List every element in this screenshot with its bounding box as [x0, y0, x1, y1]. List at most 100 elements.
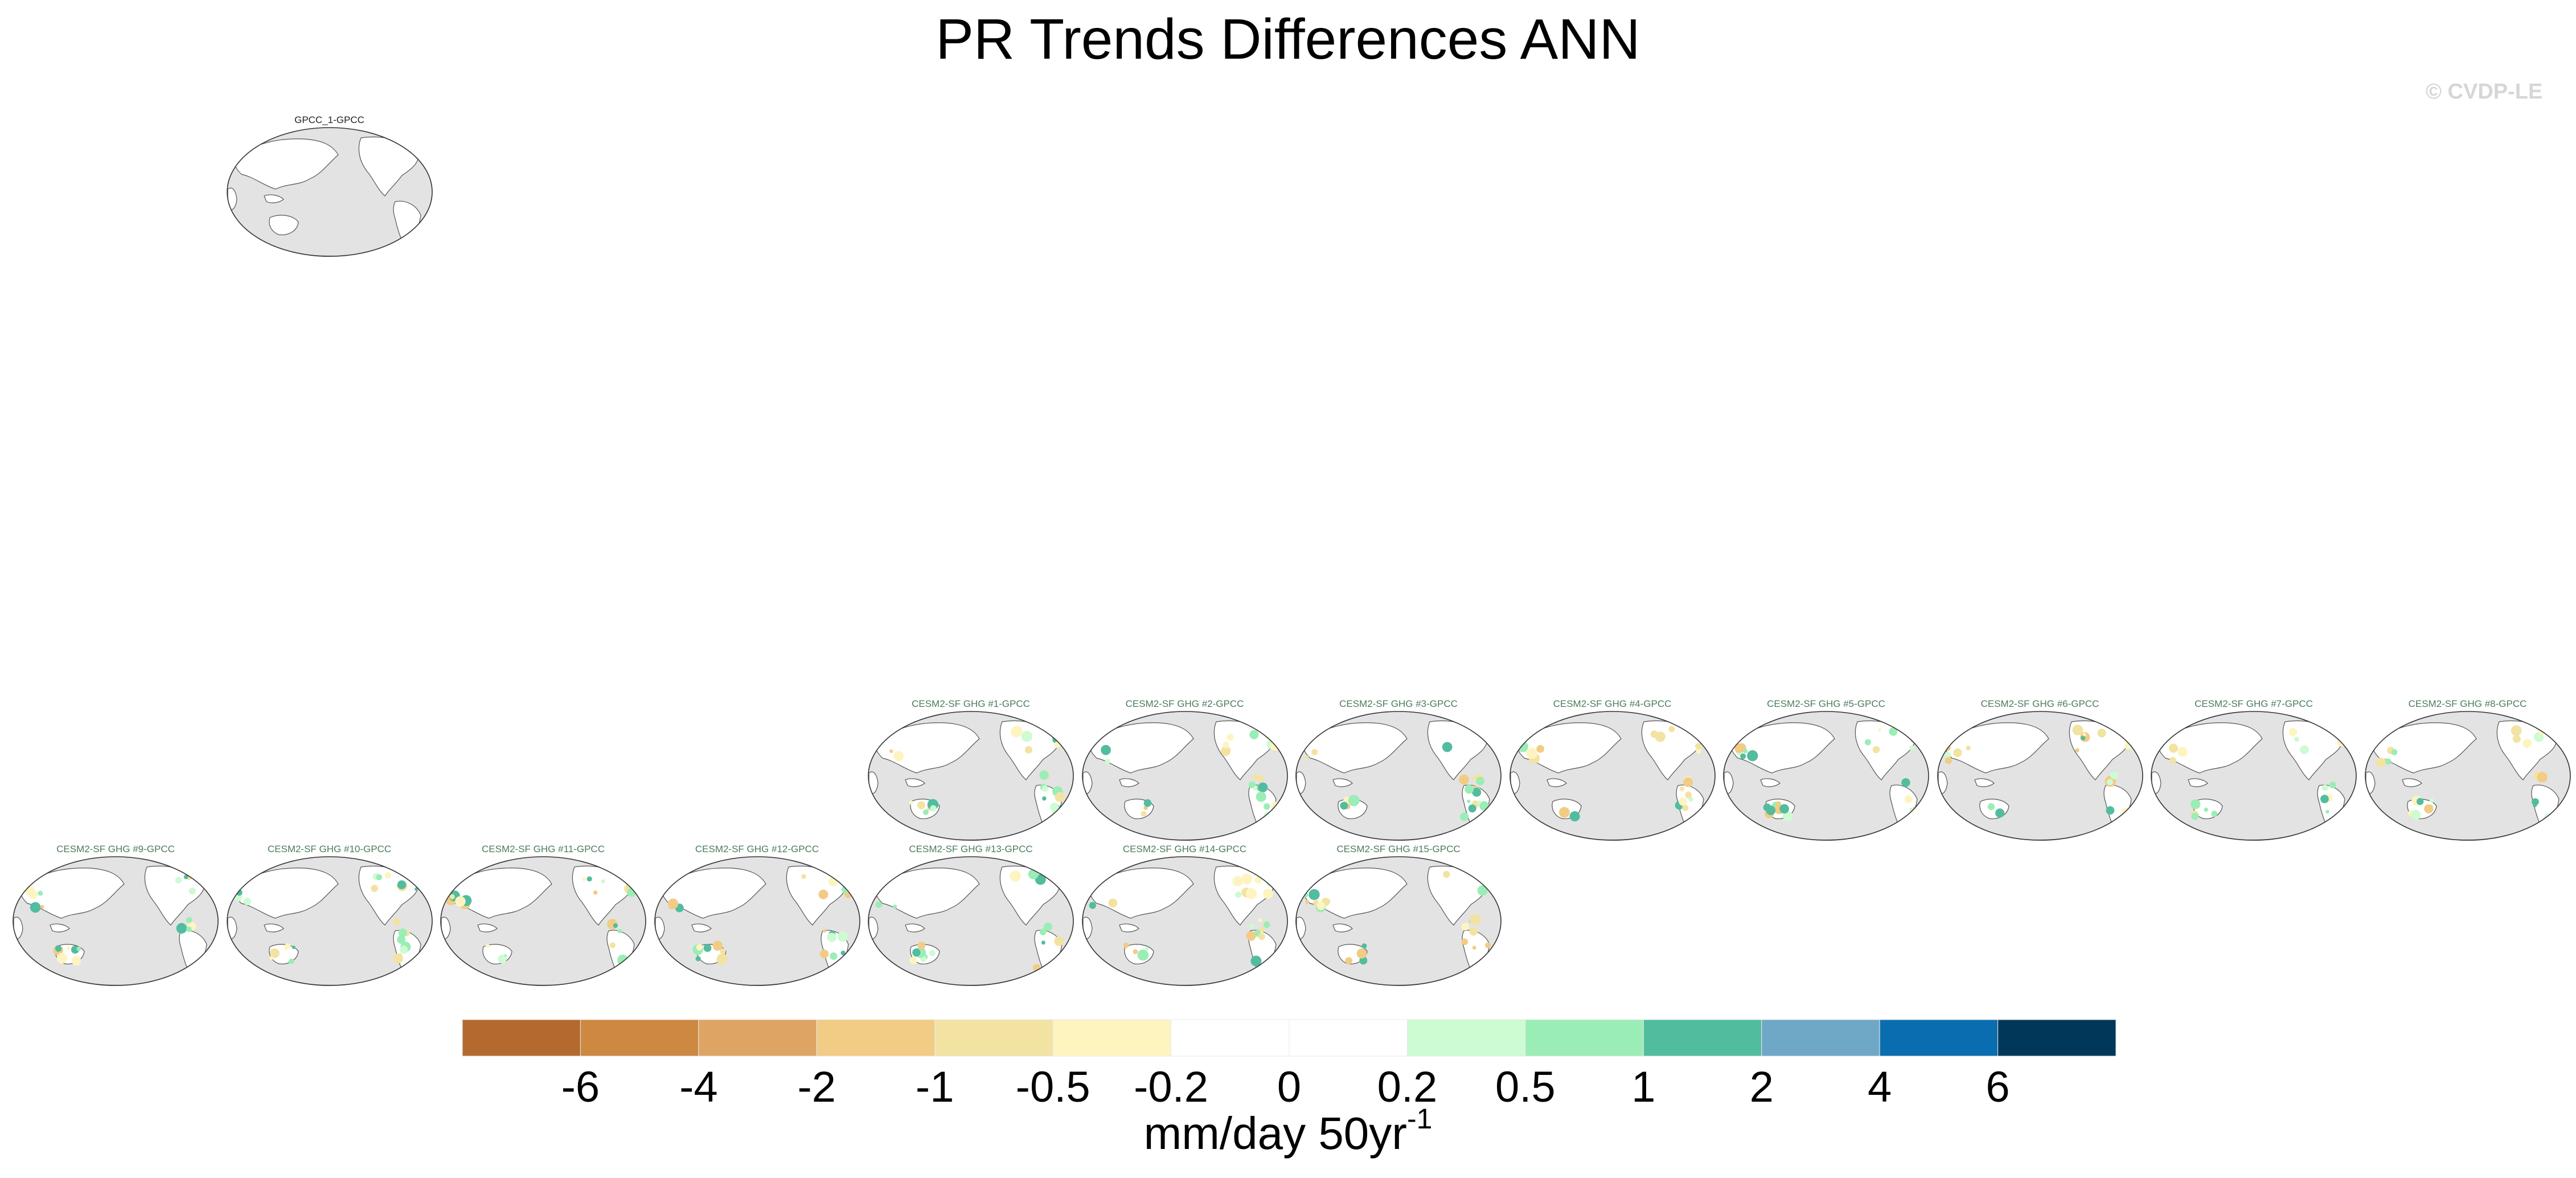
trend-anomaly-spot	[1308, 889, 1320, 901]
trend-anomaly-spot	[1683, 777, 1693, 787]
trend-anomaly-spot	[1904, 795, 1913, 803]
trend-anomaly-spot	[712, 940, 723, 951]
trend-anomaly-spot	[1143, 799, 1151, 807]
trend-anomaly-spot	[719, 948, 726, 955]
trend-anomaly-spot	[1248, 781, 1256, 788]
trend-anomaly-spot	[399, 945, 408, 954]
colorbar-swatch	[1643, 1019, 1762, 1057]
ensemble-map-panel: CESM2-SF GHG #14-GPCC	[1080, 843, 1290, 991]
trend-anomaly-spot	[1471, 776, 1475, 780]
colorbar-swatch	[1525, 1019, 1644, 1057]
units-base: mm/day 50yr	[1143, 1108, 1407, 1159]
obs-map-panel: GPCC_1-GPCC	[224, 114, 435, 262]
colorbar-units: mm/day 50yr-1	[0, 1105, 2576, 1162]
indonesia-islands	[263, 923, 284, 932]
trend-anomaly-spot	[1144, 946, 1149, 951]
trend-anomaly-spot	[1469, 914, 1481, 926]
trend-anomaly-spot	[1782, 811, 1793, 821]
trend-anomaly-spot	[1100, 745, 1111, 755]
chart-title: PR Trends Differences ANN	[936, 7, 1640, 71]
colorbar-swatch	[1879, 1019, 1999, 1057]
ensemble-map-panel: CESM2-SF GHG #11-GPCC	[438, 843, 649, 991]
trend-anomaly-spot	[1558, 807, 1570, 818]
trend-anomaly-spot	[1311, 748, 1318, 755]
colorbar-swatch	[462, 1019, 581, 1057]
map-border	[1509, 711, 1716, 841]
trend-anomaly-spot	[829, 952, 838, 960]
colorbar-tick-label: 0.2	[1377, 1063, 1438, 1105]
indonesia-islands	[477, 923, 498, 932]
trend-anomaly-spot	[1743, 748, 1748, 754]
trend-anomaly-spot	[1042, 796, 1047, 801]
ensemble-map-panel: CESM2-SF GHG #8-GPCC	[2362, 698, 2573, 846]
trend-anomaly-spot	[1054, 936, 1064, 946]
trend-anomaly-spot	[1323, 898, 1331, 906]
trend-anomaly-spot	[2204, 807, 2209, 812]
trend-anomaly-spot	[1536, 745, 1544, 753]
trend-anomaly-spot	[1477, 885, 1488, 896]
world-map	[440, 856, 646, 986]
trend-anomaly-spot	[1108, 898, 1117, 908]
trend-anomaly-spot	[695, 956, 701, 962]
trend-anomaly-spot	[1525, 747, 1537, 759]
world-map	[226, 856, 433, 986]
trend-anomaly-spot	[1469, 927, 1478, 936]
trend-anomaly-spot	[1952, 748, 1962, 758]
panel-title: CESM2-SF GHG #12-GPCC	[695, 844, 819, 854]
trend-anomaly-spot	[2391, 749, 2397, 755]
colorbar-tick-label: 1	[1631, 1063, 1655, 1105]
trend-anomaly-spot	[2082, 733, 2086, 737]
colorbar-tick-label: -1	[916, 1063, 954, 1105]
map-border	[1081, 711, 1288, 841]
trend-anomaly-spot	[2385, 758, 2392, 765]
trend-anomaly-spot	[1484, 942, 1491, 948]
trend-anomaly-spot	[55, 945, 62, 952]
asia-landmass	[1303, 868, 1408, 919]
trend-anomaly-spot	[1889, 727, 1898, 736]
trend-anomaly-spot	[1010, 870, 1021, 882]
trend-anomaly-spot	[1257, 782, 1268, 792]
trend-anomaly-spot	[376, 874, 382, 881]
colorbar-tick-label: -6	[561, 1063, 600, 1105]
map-border	[13, 856, 219, 986]
colorbar-swatch	[1406, 1019, 1526, 1057]
trend-anomaly-spot	[1909, 745, 1915, 751]
trend-anomaly-spot	[1250, 955, 1261, 967]
map-border	[868, 711, 1074, 841]
trend-anomaly-spot	[1249, 730, 1259, 739]
trend-anomaly-spot	[2429, 797, 2434, 803]
world-map	[1937, 711, 2143, 841]
indonesia-islands	[1332, 778, 1353, 787]
trend-anomaly-spot	[1254, 876, 1261, 884]
trend-anomaly-spot	[1257, 775, 1264, 782]
trend-anomaly-spot	[2172, 745, 2177, 750]
colorbar-swatch	[1052, 1019, 1172, 1057]
colorbar-tick-label: 4	[1868, 1063, 1892, 1105]
trend-anomaly-spot	[1872, 746, 1880, 754]
map-border	[226, 127, 433, 257]
asia-landmass	[875, 868, 980, 919]
trend-anomaly-spot	[1345, 957, 1352, 964]
trend-anomaly-spot	[1688, 796, 1693, 802]
trend-anomaly-spot	[1055, 792, 1065, 803]
trend-anomaly-spot	[2097, 729, 2106, 738]
trend-anomaly-spot	[2423, 804, 2433, 814]
trend-anomaly-spot	[582, 877, 586, 882]
trend-anomaly-spot	[1263, 803, 1270, 810]
asia-landmass	[1944, 722, 2049, 774]
trend-anomaly-spot	[175, 877, 182, 884]
trend-anomaly-spot	[485, 944, 490, 948]
trend-anomaly-spot	[1680, 786, 1684, 791]
colorbar-tick-label: -4	[679, 1063, 718, 1105]
trend-anomaly-spot	[29, 890, 38, 899]
colorbar-tick-label: 2	[1750, 1063, 1774, 1105]
trend-anomaly-spot	[1695, 748, 1701, 754]
trend-anomaly-spot	[2105, 806, 2114, 815]
panel-title: CESM2-SF GHG #5-GPCC	[1767, 698, 1885, 709]
indonesia-islands	[1760, 778, 1781, 787]
trend-anomaly-spot	[2410, 809, 2421, 820]
trend-anomaly-spot	[2072, 725, 2083, 735]
map-border	[1295, 856, 1502, 986]
trend-anomaly-spot	[1442, 742, 1453, 752]
colorbar-swatch	[934, 1019, 1053, 1057]
